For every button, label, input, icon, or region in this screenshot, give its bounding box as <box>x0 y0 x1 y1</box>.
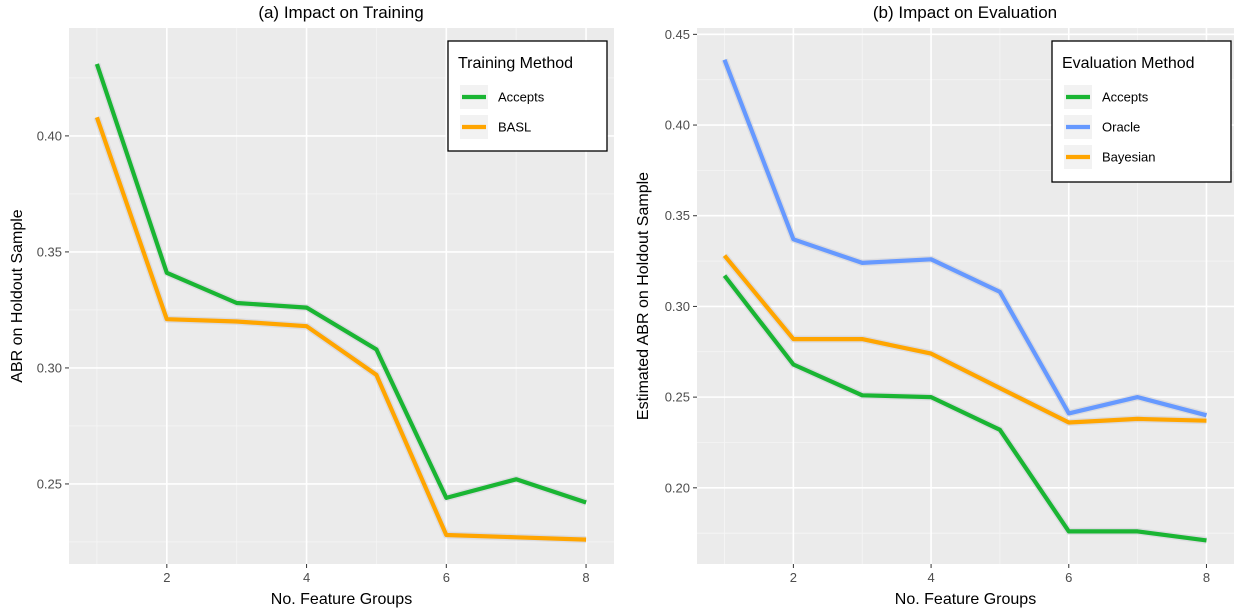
legend-title: Training Method <box>458 55 573 72</box>
y-tick-label: 0.20 <box>665 480 690 495</box>
y-tick-label: 0.45 <box>665 27 690 42</box>
x-tick-label: 6 <box>1065 570 1072 585</box>
legend-label-accepts: Accepts <box>498 90 545 105</box>
x-tick-label: 2 <box>790 570 797 585</box>
y-tick-label: 0.25 <box>665 390 690 405</box>
y-tick-label: 0.35 <box>665 208 690 223</box>
series-line-accepts <box>94 63 587 505</box>
panel-1: 2 4 6 8 0.25 0.30 0.35 0.40 (a) Impact on Traini… <box>9 3 614 608</box>
y-axis-title: ABR on Holdout Sample <box>9 209 26 383</box>
x-axis-title: No. Feature Groups <box>895 591 1036 608</box>
x-tick-label: 4 <box>303 570 310 585</box>
legend-title: Evaluation Method <box>1062 55 1195 72</box>
x-tick-label: 8 <box>1203 570 1210 585</box>
y-tick-label: 0.25 <box>37 476 62 491</box>
legend: Training Method Accepts BASL <box>447 40 608 152</box>
panel-2: 2 4 6 8 0.20 0.25 0.30 0.35 0.40 0.45 (b) Impact o… <box>635 3 1234 608</box>
x-tick-label: 6 <box>443 570 450 585</box>
series-line-bayesian <box>722 254 1207 425</box>
x-tick-label: 4 <box>927 570 934 585</box>
series-line-oracle <box>722 58 1208 418</box>
legend-label-bayesian: Bayesian <box>1102 150 1155 165</box>
x-axis-title: No. Feature Groups <box>271 591 412 608</box>
x-tick-label: 2 <box>163 570 170 585</box>
legend-label-accepts: Accepts <box>1102 90 1149 105</box>
panel-title: (b) Impact on Evaluation <box>873 3 1057 22</box>
y-tick-label: 0.40 <box>665 118 690 133</box>
series-line-accepts <box>722 274 1207 543</box>
y-tick-label: 0.40 <box>37 128 62 143</box>
legend: Evaluation Method Accepts Oracle Bayesian <box>1051 40 1232 183</box>
legend-label-basl: BASL <box>498 120 531 135</box>
y-axis-title: Estimated ABR on Holdout Sample <box>635 172 652 420</box>
x-tick-label: 8 <box>582 570 589 585</box>
y-tick-label: 0.30 <box>37 360 62 375</box>
panel-title: (a) Impact on Training <box>258 3 423 22</box>
y-tick-label: 0.35 <box>37 244 62 259</box>
y-tick-label: 0.30 <box>665 299 690 314</box>
legend-label-oracle: Oracle <box>1102 120 1140 135</box>
series-line-basl <box>94 116 587 542</box>
